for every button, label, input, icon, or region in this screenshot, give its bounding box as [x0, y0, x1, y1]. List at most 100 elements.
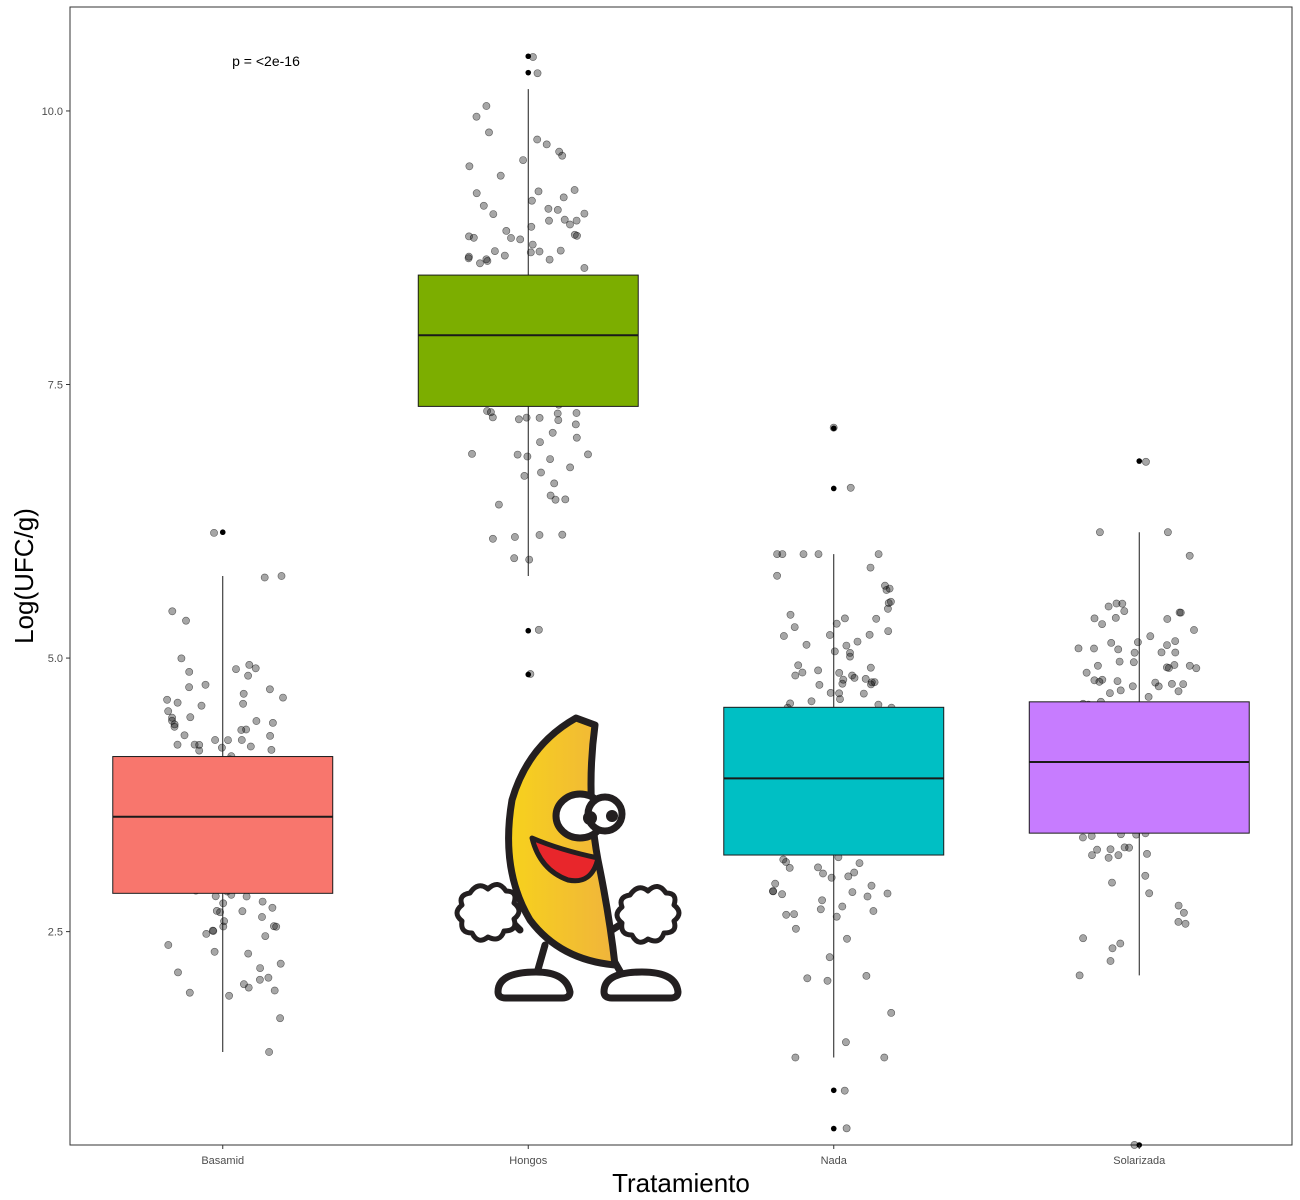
jitter-point — [814, 550, 823, 558]
outlier-point — [830, 1087, 837, 1094]
jitter-point — [526, 248, 535, 257]
jitter-point — [1115, 657, 1124, 666]
jitter-point — [548, 428, 557, 437]
jitter-point — [272, 922, 281, 931]
jitter-point — [844, 872, 853, 881]
jitter-point — [190, 740, 199, 749]
jitter-point — [515, 415, 523, 424]
jitter-point — [483, 257, 492, 265]
outlier-point — [525, 53, 532, 60]
jitter-point — [1106, 845, 1115, 854]
jitter-point — [850, 868, 859, 877]
jitter-point — [773, 550, 781, 558]
jitter-point — [258, 897, 267, 906]
jitter-point — [846, 483, 855, 492]
jitter-point — [814, 863, 822, 872]
jitter-point — [485, 128, 493, 137]
jitter-point — [252, 717, 261, 725]
jitter-point — [268, 719, 277, 727]
jitter-point — [534, 187, 543, 196]
jitter-point — [555, 147, 564, 156]
jitter-point — [572, 409, 581, 417]
jitter-point — [1106, 689, 1114, 697]
jitter-point — [1098, 675, 1107, 684]
jitter-point — [1134, 638, 1142, 647]
jitter-point — [516, 235, 525, 244]
jitter-point — [862, 972, 871, 980]
jitter-point — [239, 689, 248, 698]
jitter-point — [500, 251, 509, 260]
jitter-point — [1107, 639, 1116, 647]
jitter-point — [238, 907, 247, 916]
jitter-point — [836, 695, 844, 703]
jitter-point — [826, 689, 835, 697]
jitter-point — [835, 669, 844, 677]
box-basamid — [112, 756, 334, 894]
jitter-point — [268, 903, 277, 912]
jitter-point — [528, 196, 536, 205]
jitter-point — [1098, 620, 1106, 628]
jitter-point — [168, 607, 177, 616]
jitter-point — [1175, 608, 1184, 617]
x-tick-label: Nada — [821, 1155, 848, 1167]
jitter-point — [523, 452, 532, 461]
jitter-point — [185, 668, 194, 676]
jitter-point — [869, 907, 878, 915]
jitter-point — [202, 930, 211, 938]
jitter-point — [803, 974, 812, 983]
jitter-point — [494, 500, 503, 509]
jitter-point — [210, 947, 219, 956]
jitter-point — [237, 736, 246, 744]
jitter-point — [276, 1014, 284, 1023]
jitter-point — [880, 1053, 889, 1062]
jitter-point — [1090, 644, 1098, 653]
jitter-point — [1145, 889, 1154, 898]
jitter-point — [872, 614, 881, 623]
jitter-point — [573, 231, 581, 240]
jitter-point — [550, 479, 559, 488]
jitter-point — [778, 890, 786, 899]
jitter-point — [865, 630, 874, 639]
jitter-point — [570, 230, 579, 239]
jitter-point — [785, 864, 794, 872]
box-hongos — [417, 274, 639, 407]
jitter-point — [255, 975, 264, 984]
jitter-point — [1074, 644, 1083, 653]
jitter-point — [571, 420, 580, 429]
jitter-point — [867, 881, 876, 890]
jitter-point — [1171, 648, 1180, 657]
jitter-point — [534, 625, 543, 634]
jitter-point — [1128, 682, 1137, 691]
jitter-point — [535, 531, 544, 539]
outlier-point — [830, 485, 837, 492]
jitter-point — [861, 675, 870, 683]
jitter-point — [840, 1086, 849, 1095]
outlier-point — [830, 425, 837, 432]
jitter-point — [843, 934, 851, 943]
jitter-point — [1104, 853, 1113, 862]
jitter-point — [211, 736, 219, 744]
jitter-point — [769, 887, 777, 896]
jitter-point — [1144, 693, 1153, 701]
jitter-point — [163, 695, 171, 704]
jitter-point — [246, 742, 255, 751]
jitter-point — [496, 171, 505, 180]
jitter-point — [173, 698, 182, 707]
jitter-point — [848, 888, 857, 896]
jitter-point — [279, 693, 287, 702]
jitter-point — [209, 927, 218, 935]
jitter-point — [546, 491, 555, 500]
jitter-point — [866, 563, 875, 572]
jitter-point — [510, 554, 519, 563]
x-tick-label: Basamid — [201, 1155, 244, 1167]
plot-panel — [69, 6, 1293, 1146]
jitter-point — [507, 234, 515, 242]
jitter-point — [182, 616, 190, 625]
jitter-point — [566, 463, 574, 472]
jitter-point — [572, 216, 581, 225]
jitter-point — [566, 220, 574, 229]
jitter-point — [835, 689, 843, 698]
jitter-point — [489, 210, 498, 218]
jitter-point — [838, 902, 847, 911]
jitter-point — [256, 964, 264, 972]
